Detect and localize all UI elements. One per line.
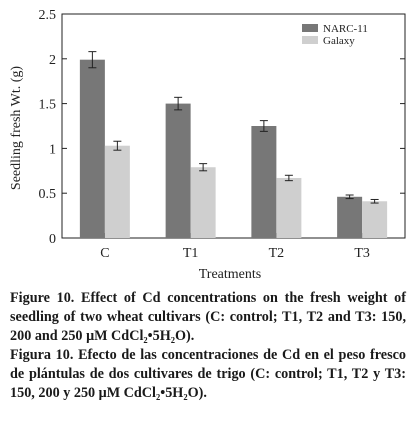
bar-narc11 bbox=[79, 59, 105, 238]
y-tick-label: 0 bbox=[49, 232, 56, 247]
caption-spanish-text: Efecto de las concentraciones de Cd en e… bbox=[10, 347, 407, 401]
y-tick-label: 1 bbox=[49, 142, 56, 157]
legend-swatch-1 bbox=[302, 36, 318, 44]
bar-galaxy bbox=[190, 167, 216, 238]
plot-frame bbox=[61, 13, 406, 239]
caption-english: Figure 10. Effect of Cd concentrations o… bbox=[10, 289, 406, 346]
caption-english-text: Effect of Cd concentrations on the fresh… bbox=[10, 290, 406, 344]
y-tick-label: 0.5 bbox=[39, 187, 57, 202]
x-tick-label: T1 bbox=[183, 246, 199, 261]
x-tick-label: T3 bbox=[354, 246, 370, 261]
caption-english-label: Figure 10. bbox=[10, 290, 75, 306]
x-tick-label: C bbox=[100, 246, 109, 261]
y-axis-label: Seedling fresh Wt. (g) bbox=[9, 66, 24, 190]
bar-narc11 bbox=[337, 196, 363, 238]
bar-galaxy bbox=[104, 145, 130, 238]
y-tick-label: 1.5 bbox=[39, 98, 57, 113]
y-tick-label: 2.5 bbox=[39, 8, 57, 23]
bar-narc11 bbox=[165, 103, 191, 238]
x-axis-label: Treatments bbox=[199, 267, 261, 282]
y-tick-label: 2 bbox=[49, 53, 56, 68]
legend-label-1: Galaxy bbox=[323, 35, 355, 47]
bar-galaxy bbox=[362, 201, 388, 238]
bar-galaxy bbox=[276, 177, 302, 238]
caption-spanish-label: Figura 10. bbox=[10, 347, 74, 363]
bar-narc11 bbox=[251, 126, 277, 238]
x-tick-label: T2 bbox=[269, 246, 285, 261]
caption-spanish: Figura 10. Efecto de las concentraciones… bbox=[10, 346, 406, 403]
legend-label-0: NARC-11 bbox=[323, 23, 368, 35]
legend-swatch-0 bbox=[302, 24, 318, 32]
